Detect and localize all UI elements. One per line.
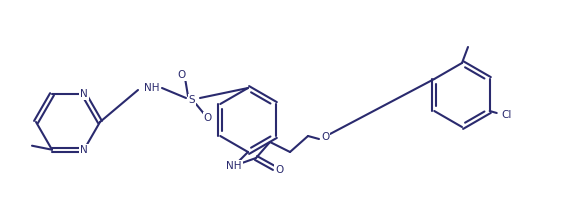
Text: O: O bbox=[178, 70, 186, 80]
Text: O: O bbox=[204, 113, 212, 123]
Text: S: S bbox=[189, 95, 195, 105]
Text: NH: NH bbox=[226, 161, 242, 171]
Text: NH: NH bbox=[144, 83, 160, 93]
Text: N: N bbox=[80, 145, 88, 155]
Text: N: N bbox=[80, 89, 88, 99]
Text: Cl: Cl bbox=[502, 110, 512, 120]
Text: O: O bbox=[321, 132, 329, 142]
Text: O: O bbox=[275, 165, 283, 175]
